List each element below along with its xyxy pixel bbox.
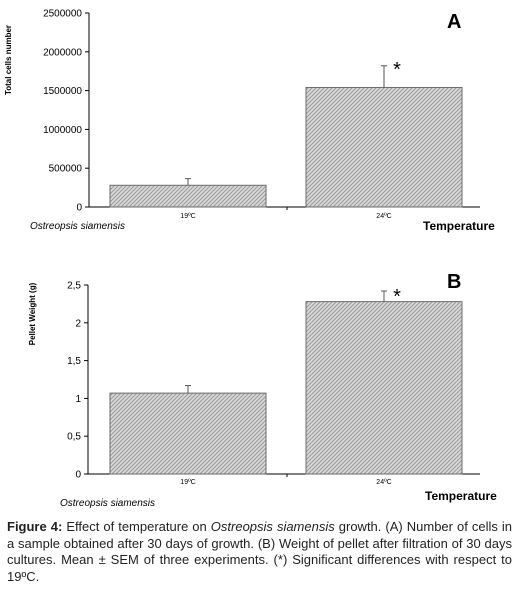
category-label-a-1: 24ºC (376, 213, 391, 220)
figure-caption: Figure 4: Effect of temperature on Ostre… (7, 519, 512, 585)
category-label-b-1: 24ºC (376, 479, 391, 486)
bar-a-0 (109, 184, 267, 208)
panel-label-a: A (447, 11, 461, 33)
species-label-a: Ostreopsis siamensis (30, 221, 125, 232)
y-tick-label-b-1: 0,5 (67, 432, 81, 443)
y-tick-label-a-0: 0 (76, 203, 82, 214)
y-tick-label-a-4: 2000000 (43, 47, 82, 58)
x-axis-label-a: Temperature (423, 219, 495, 233)
caption-species: Ostreopsis siamensis (210, 519, 335, 534)
y-tick-label-b-3: 1,5 (67, 356, 81, 367)
bar-a-1 (305, 86, 463, 208)
x-axis-label-b: Temperature (425, 489, 497, 503)
caption-label: Figure 4: (7, 519, 63, 534)
bar-b-0 (109, 392, 267, 475)
significance-star-a-1: * (393, 59, 401, 81)
chart-a: 0 500000 1000000 1500000 2000000 2500000 19ºC 2… (4, 9, 495, 234)
panel-label-b: B (447, 271, 461, 293)
caption-text-1: Effect of temperature on (62, 519, 211, 534)
y-tick-label-b-4: 2 (75, 318, 81, 329)
y-tick-label-b-5: 2,5 (67, 281, 81, 292)
bar-b-1 (305, 301, 463, 475)
species-label-b: Ostreopsis siamensis (60, 498, 155, 509)
category-label-a-0: 19ºC (180, 213, 195, 220)
y-axis-label-a: Total cells number (4, 25, 13, 95)
category-label-b-0: 19ºC (180, 479, 195, 486)
y-tick-label-b-0: 0 (75, 470, 81, 481)
chart-b: 0 0,5 1 1,5 2 2,5 19ºC 24ºC * Pellet Weight (g) Os… (28, 271, 497, 509)
y-axis-label-b: Pellet Weight (g) (28, 282, 37, 345)
y-tick-label-a-5: 2500000 (43, 9, 82, 20)
y-tick-label-b-2: 1 (75, 394, 81, 405)
y-tick-label-a-1: 500000 (49, 164, 83, 175)
significance-star-b-1: * (393, 286, 401, 308)
caption-text-2: growth. (A) Number of cells in a sample … (7, 519, 513, 584)
y-tick-label-a-2: 1000000 (43, 125, 82, 136)
y-tick-label-a-3: 1500000 (43, 86, 82, 97)
